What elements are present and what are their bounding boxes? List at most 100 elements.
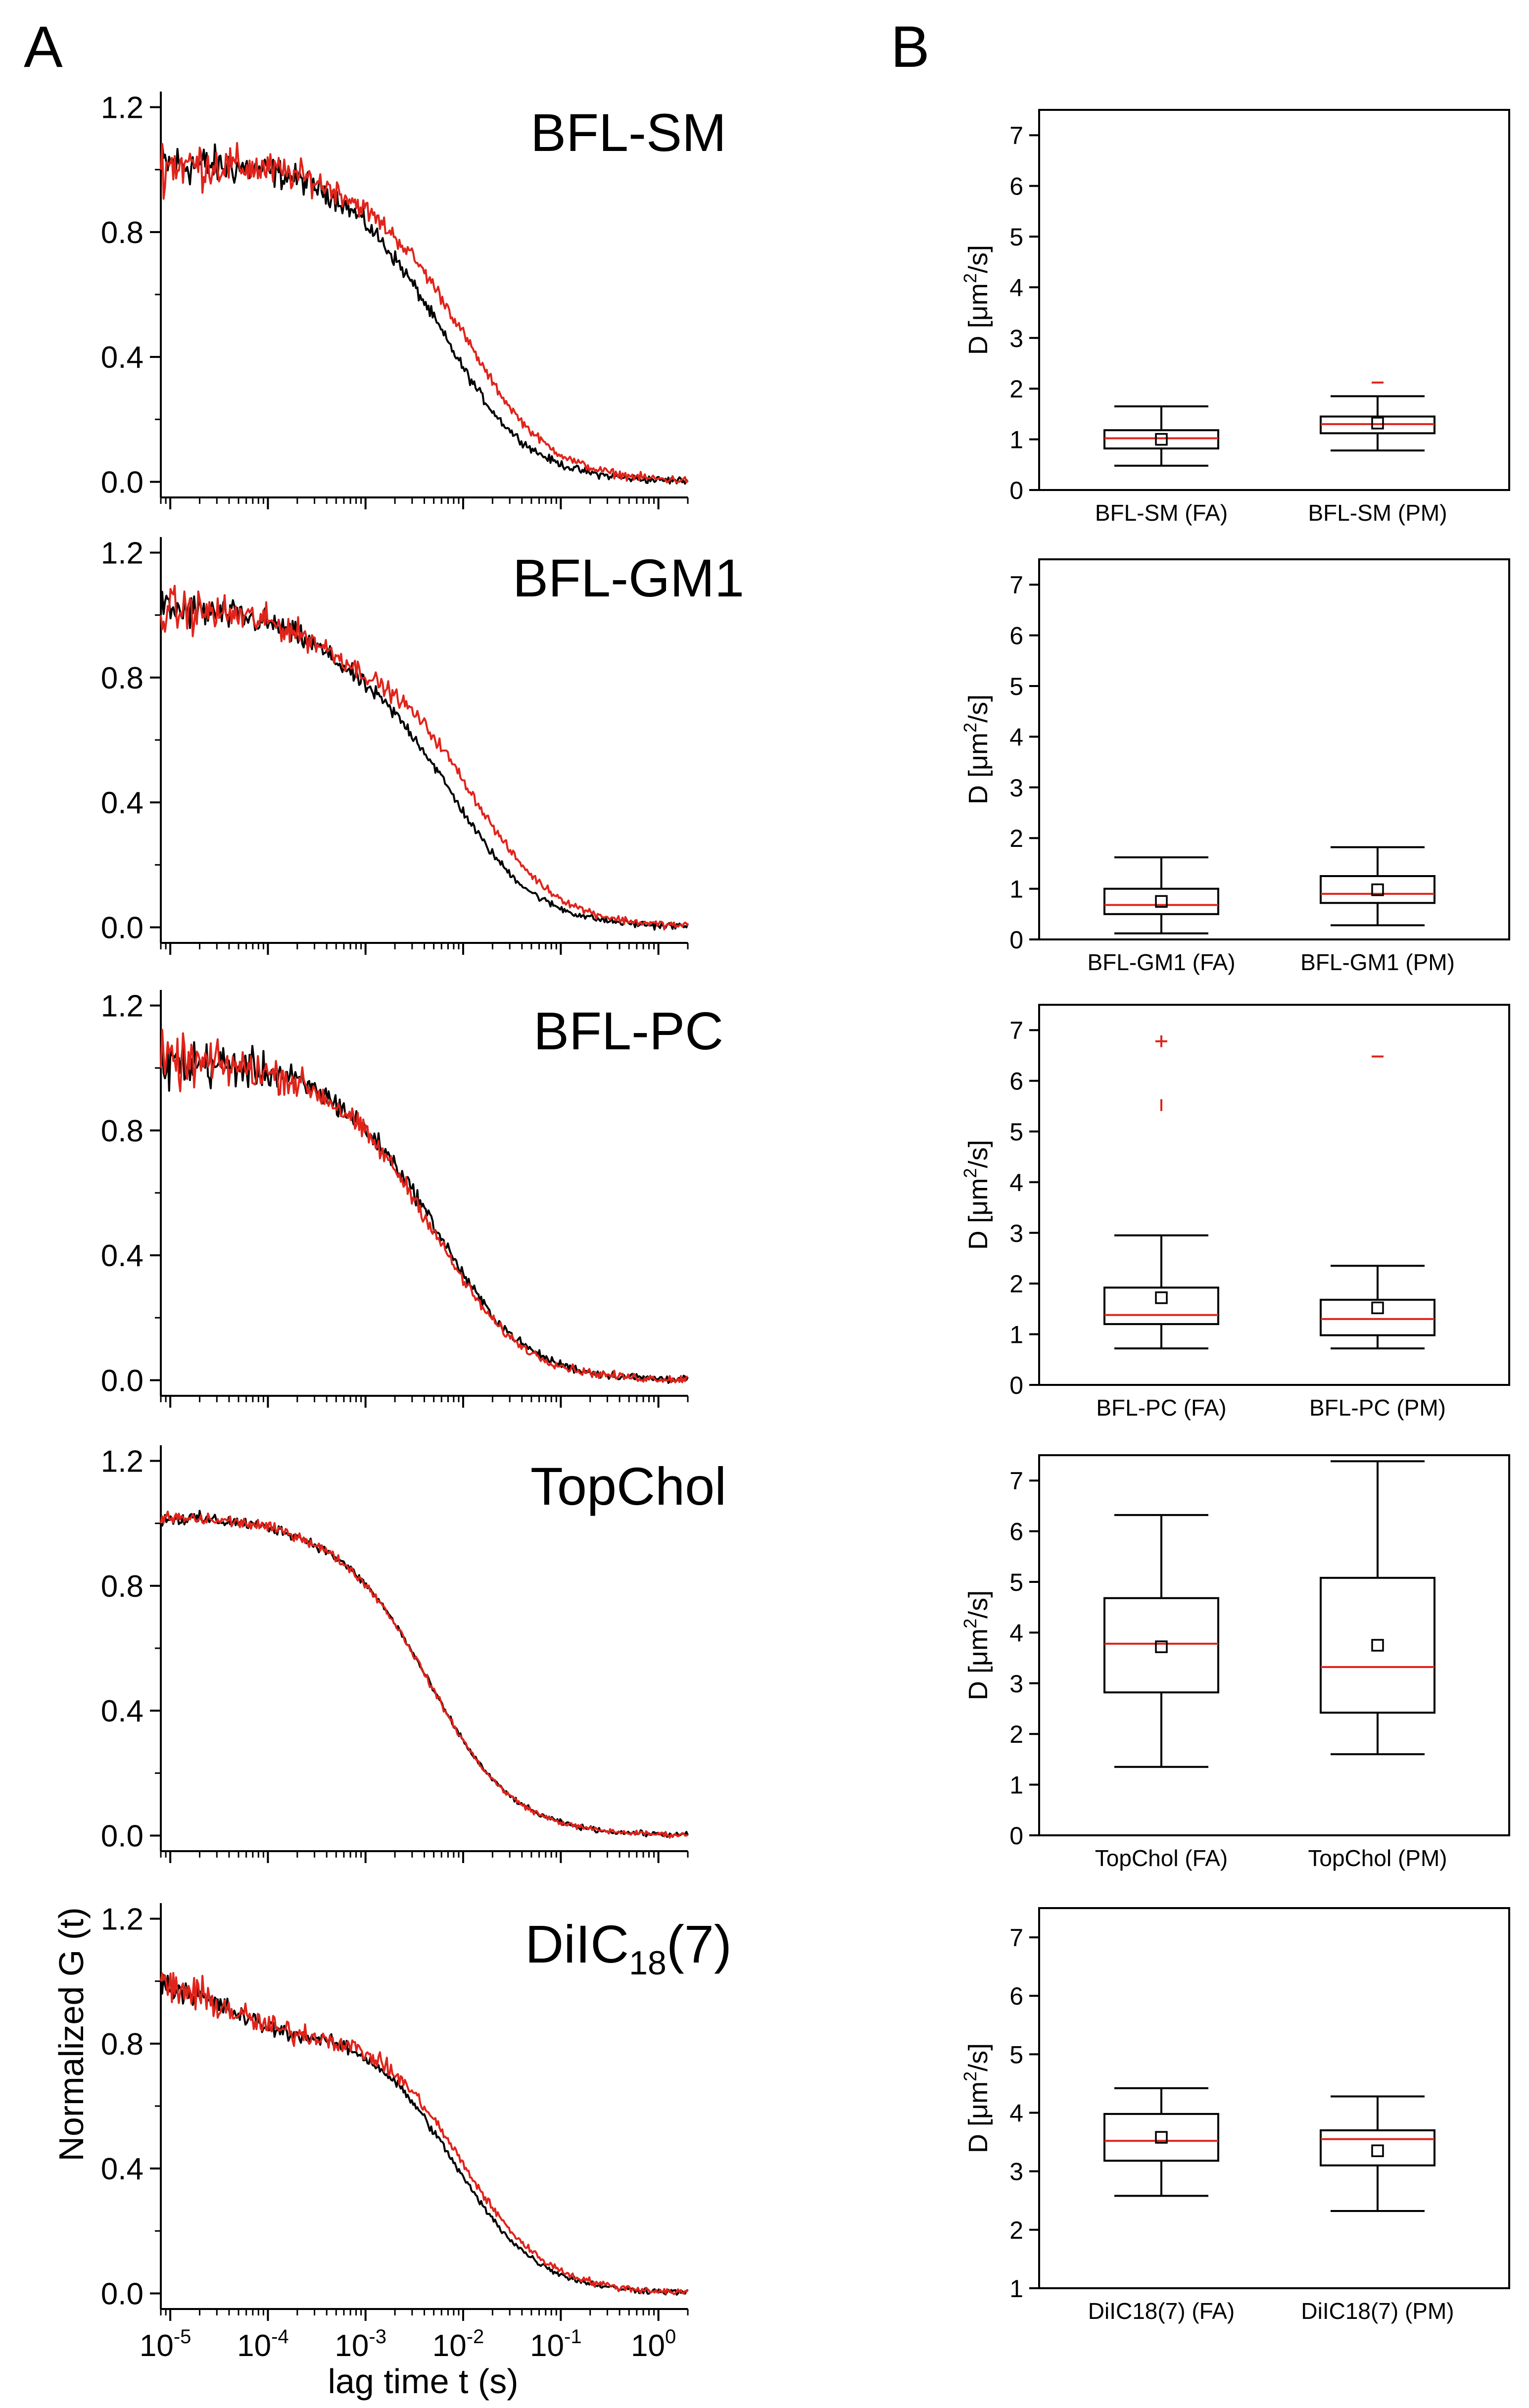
- y-axis-label-superscript: 2: [960, 723, 980, 733]
- mean-marker: [1155, 1291, 1168, 1304]
- y-axis-label-suffix: /s]: [963, 1590, 993, 1619]
- y-tick-label: 5: [1009, 223, 1023, 251]
- y-axis-label-suffix: /s]: [963, 694, 993, 723]
- x-tick-label-exponent: 0: [665, 2326, 676, 2348]
- mean-marker: [1371, 1639, 1384, 1652]
- y-axis-label: D [μm2/s]: [960, 1140, 993, 1250]
- y-tick-label: 3: [1009, 774, 1023, 802]
- y-tick-label: 2: [1009, 1720, 1023, 1748]
- group-label: BFL-SM (PM): [1308, 500, 1447, 526]
- y-tick-label: 6: [1009, 1518, 1023, 1546]
- series-line-red: [160, 1029, 688, 1383]
- box-iqr: [1103, 2113, 1219, 2162]
- chart-title-main: DiIC: [525, 1914, 629, 1974]
- mean-marker: [1155, 1640, 1168, 1653]
- x-tick-label-base: 10: [334, 2329, 369, 2363]
- group-label: BFL-PC (PM): [1309, 1395, 1446, 1421]
- mean-marker: [1371, 417, 1384, 430]
- y-tick-label: 6: [1009, 173, 1023, 200]
- y-axis-label-superscript: 2: [960, 1619, 980, 1628]
- y-axis-label-mu: μm: [963, 733, 993, 770]
- y-tick-label: 6: [1009, 1068, 1023, 1095]
- y-tick-label: 7: [1009, 1924, 1023, 1952]
- mean-marker: [1371, 1301, 1384, 1315]
- x-tick-label-exponent: -1: [564, 2326, 582, 2348]
- mean-marker: [1371, 883, 1384, 896]
- fcs-chart-1: 0.0 0.4 0.8 1.2 BFL-SM: [101, 91, 726, 509]
- plot-frame: [1038, 109, 1510, 491]
- y-tick-label: 2: [1009, 2216, 1023, 2244]
- fcs-chart-3: 0.0 0.4 0.8 1.2 BFL-PC: [101, 989, 723, 1408]
- x-axis-label: lag time t (s): [328, 2362, 518, 2401]
- y-tick-label: 7: [1009, 1467, 1023, 1495]
- x-tick-label-base: 10: [631, 2329, 665, 2363]
- x-tick-label-base: 10: [140, 2329, 174, 2363]
- series-line-red: [160, 142, 689, 484]
- y-axis-label: D [μm2/s]: [960, 694, 993, 804]
- mean-marker: [1155, 433, 1168, 446]
- x-tick-label: 100: [631, 2326, 676, 2363]
- x-tick-label: 10-2: [432, 2326, 484, 2363]
- box-iqr: [1320, 875, 1435, 904]
- y-tick-label: 4: [1009, 2100, 1023, 2127]
- y-tick-label: 5: [1009, 1118, 1023, 1146]
- chart-title: TopChol: [530, 1456, 726, 1516]
- y-tick-label: 5: [1009, 1569, 1023, 1596]
- x-tick-label-base: 10: [530, 2329, 564, 2363]
- x-tick-label: 10-4: [237, 2326, 289, 2363]
- boxplot-chart-5: 1 2 3 4 5 6 7 DiIC18(7) (FA) DiIC18(7) (PM) D [μm…: [960, 1907, 1510, 2324]
- box-iqr: [1103, 887, 1219, 915]
- box-iqr: [1320, 2129, 1435, 2166]
- y-tick-label: 0.0: [101, 1819, 143, 1853]
- group-label: BFL-GM1 (FA): [1087, 949, 1235, 975]
- y-axis-label-suffix: /s]: [963, 2043, 993, 2071]
- chart-title: BFL-GM1: [513, 548, 744, 608]
- group-label: BFL-GM1 (PM): [1300, 949, 1455, 975]
- box-iqr: [1103, 1597, 1219, 1694]
- group-label: TopChol (PM): [1308, 1845, 1447, 1871]
- y-tick-label: 4: [1009, 1619, 1023, 1647]
- y-tick-label: 0.8: [101, 1570, 143, 1604]
- y-tick-label: 0.8: [101, 216, 143, 250]
- y-tick-label: 5: [1009, 2041, 1023, 2068]
- fcs-chart-5: 0.0 0.4 0.8 1.2 DiIC18(7): [101, 1903, 732, 2321]
- y-tick-label: 0.8: [101, 661, 143, 695]
- y-tick-label: 3: [1009, 1670, 1023, 1698]
- x-tick-label-base: 10: [432, 2329, 467, 2363]
- group-label: DiIC18(7) (FA): [1088, 2298, 1235, 2324]
- y-tick-label: 0.4: [101, 1239, 143, 1273]
- y-axis-label: Normalized G (t): [52, 1907, 91, 2161]
- y-tick-label: 0.8: [101, 2027, 143, 2062]
- y-axis-label-prefix: D [: [963, 770, 993, 804]
- y-tick-label: 0.0: [101, 465, 143, 499]
- box-iqr: [1103, 429, 1219, 450]
- chart-title: BFL-SM: [530, 102, 726, 162]
- y-axis-label-prefix: D [: [963, 321, 993, 355]
- fcs-chart-4: 0.0 0.4 0.8 1.2 TopChol: [101, 1445, 726, 1863]
- y-axis-label: D [μm2/s]: [960, 245, 993, 355]
- box-iqr: [1320, 1298, 1435, 1336]
- x-tick-label-exponent: -4: [271, 2326, 289, 2348]
- y-axis-label-prefix: D [: [963, 1216, 993, 1250]
- group-label: TopChol (FA): [1095, 1845, 1228, 1871]
- chart-title-main: BFL-SM: [530, 102, 726, 162]
- y-tick-label: 7: [1009, 571, 1023, 599]
- y-tick-label: 0: [1009, 1822, 1023, 1850]
- outlier-marker: [1155, 1035, 1167, 1047]
- x-tick-label: 10-1: [530, 2326, 582, 2363]
- y-tick-label: 3: [1009, 2158, 1023, 2186]
- y-tick-label: 7: [1009, 1017, 1023, 1044]
- y-tick-label: 1.2: [101, 1903, 143, 1937]
- panel-label-b: B: [891, 14, 930, 80]
- y-tick-label: 4: [1009, 1169, 1023, 1196]
- y-axis-label-mu: μm: [963, 283, 993, 321]
- plot-frame: [1038, 1004, 1510, 1386]
- panel-label-a: A: [24, 14, 63, 80]
- y-tick-label: 0.4: [101, 786, 143, 820]
- y-tick-label: 1: [1009, 1771, 1023, 1799]
- y-tick-label: 1.2: [101, 989, 143, 1024]
- y-axis-label-mu: μm: [963, 1628, 993, 1666]
